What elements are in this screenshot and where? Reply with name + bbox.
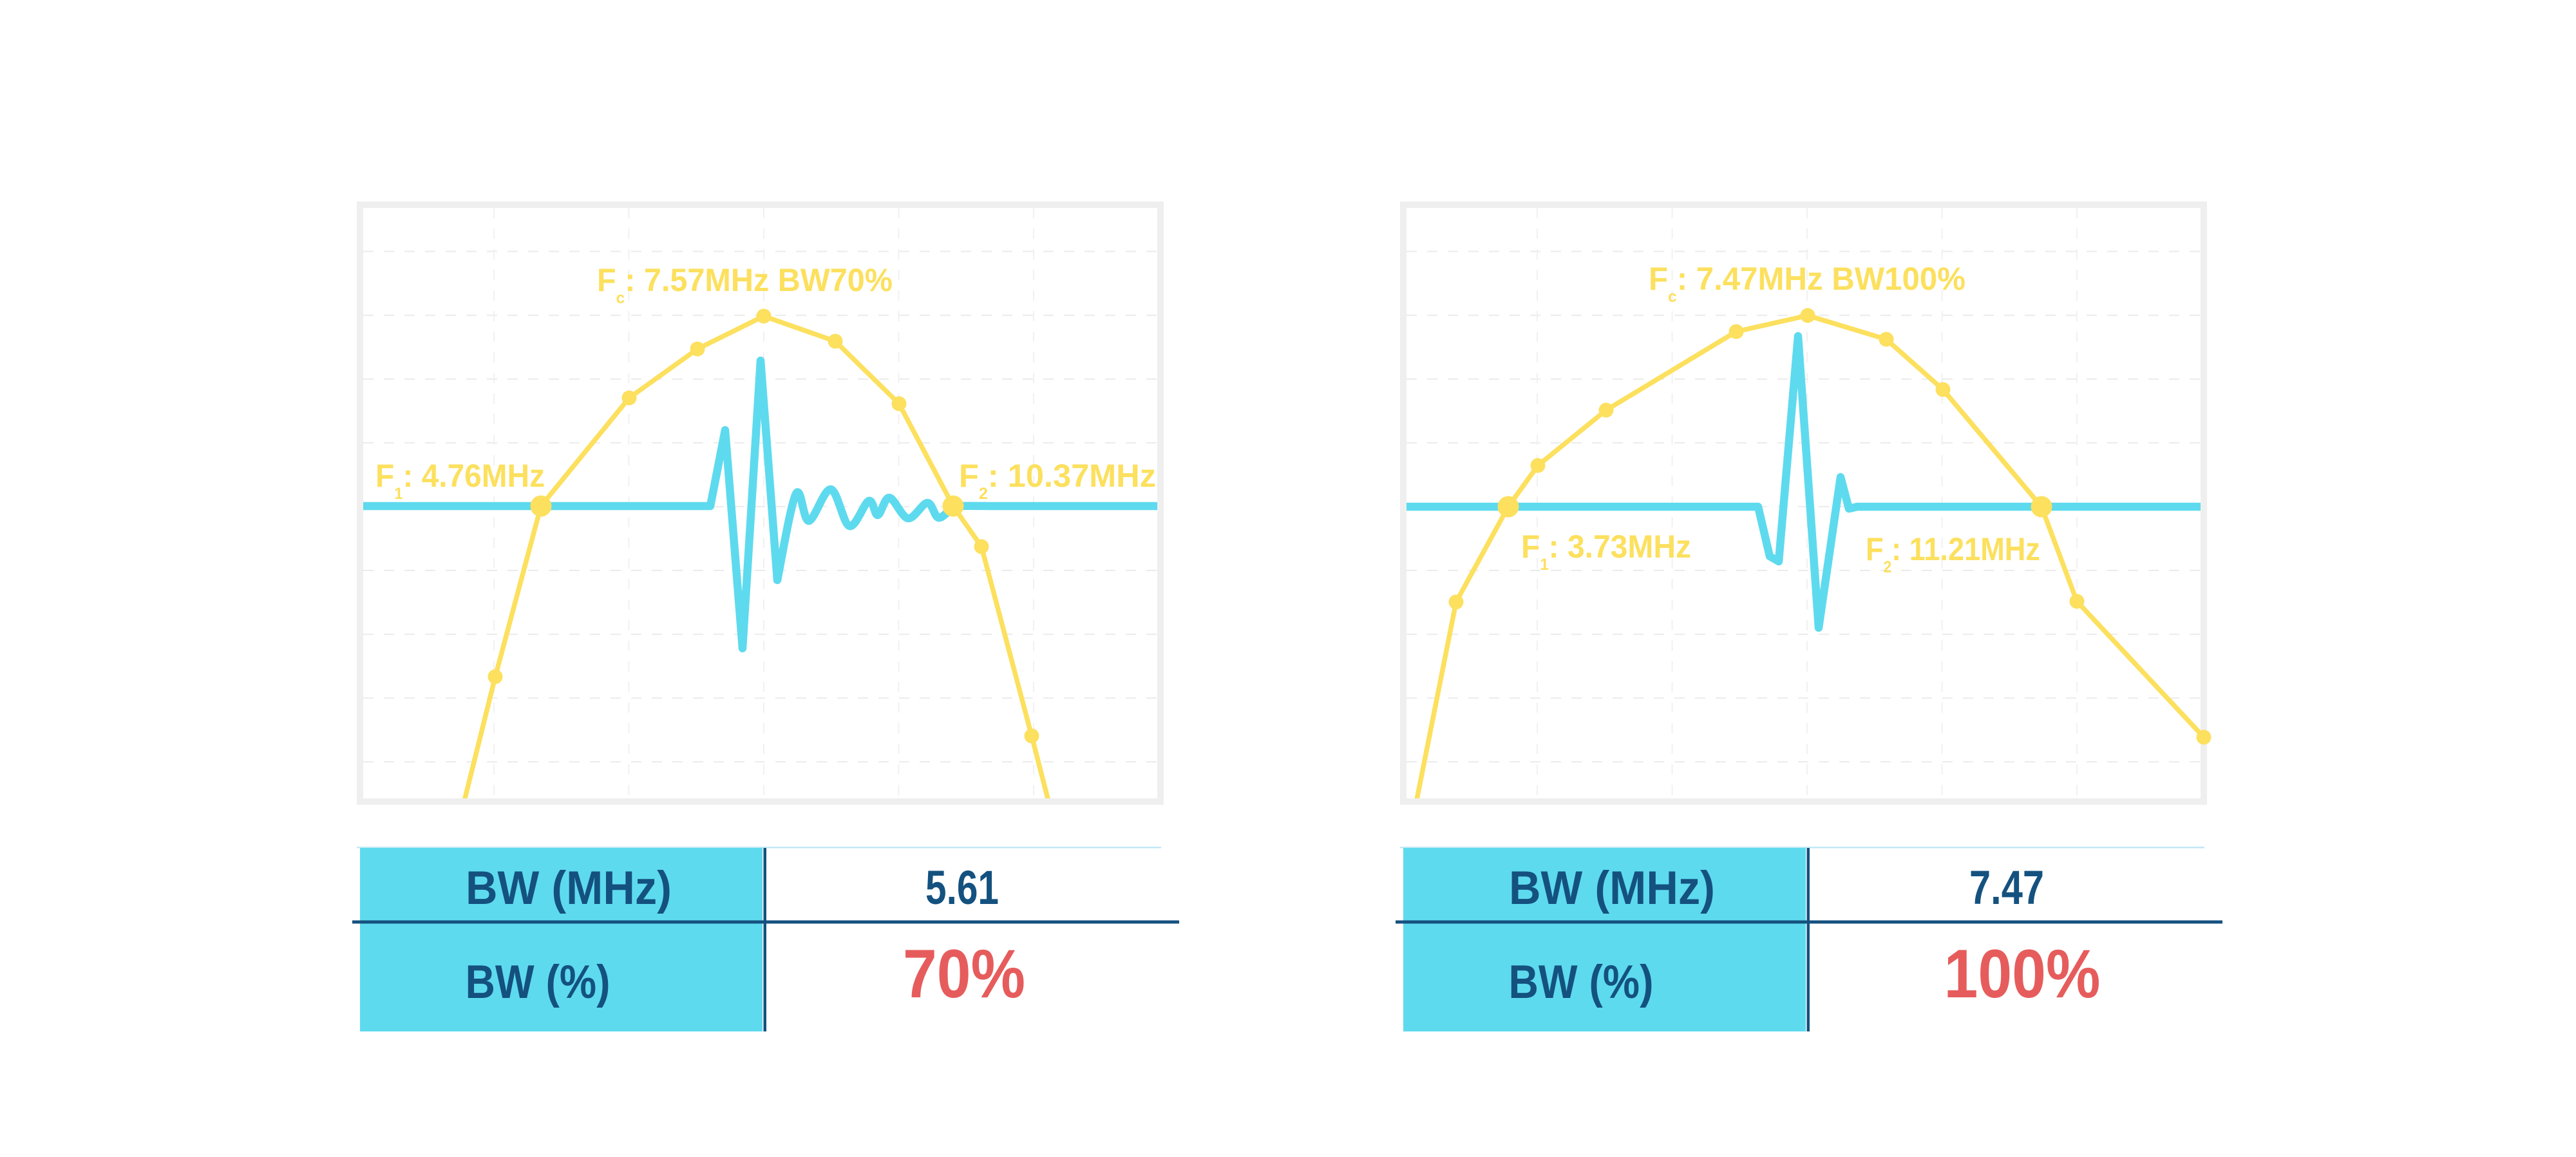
svg-text:BW (%): BW (%) bbox=[1509, 956, 1654, 1008]
svg-text:7.47: 7.47 bbox=[1969, 861, 2044, 914]
svg-text:BW (MHz): BW (MHz) bbox=[466, 862, 672, 914]
svg-text:100%: 100% bbox=[1944, 935, 2101, 1012]
svg-text:5.61: 5.61 bbox=[925, 861, 999, 914]
svg-text:70%: 70% bbox=[903, 935, 1025, 1012]
svg-text:BW (%): BW (%) bbox=[466, 956, 611, 1008]
svg-text:BW (MHz): BW (MHz) bbox=[1509, 862, 1715, 914]
